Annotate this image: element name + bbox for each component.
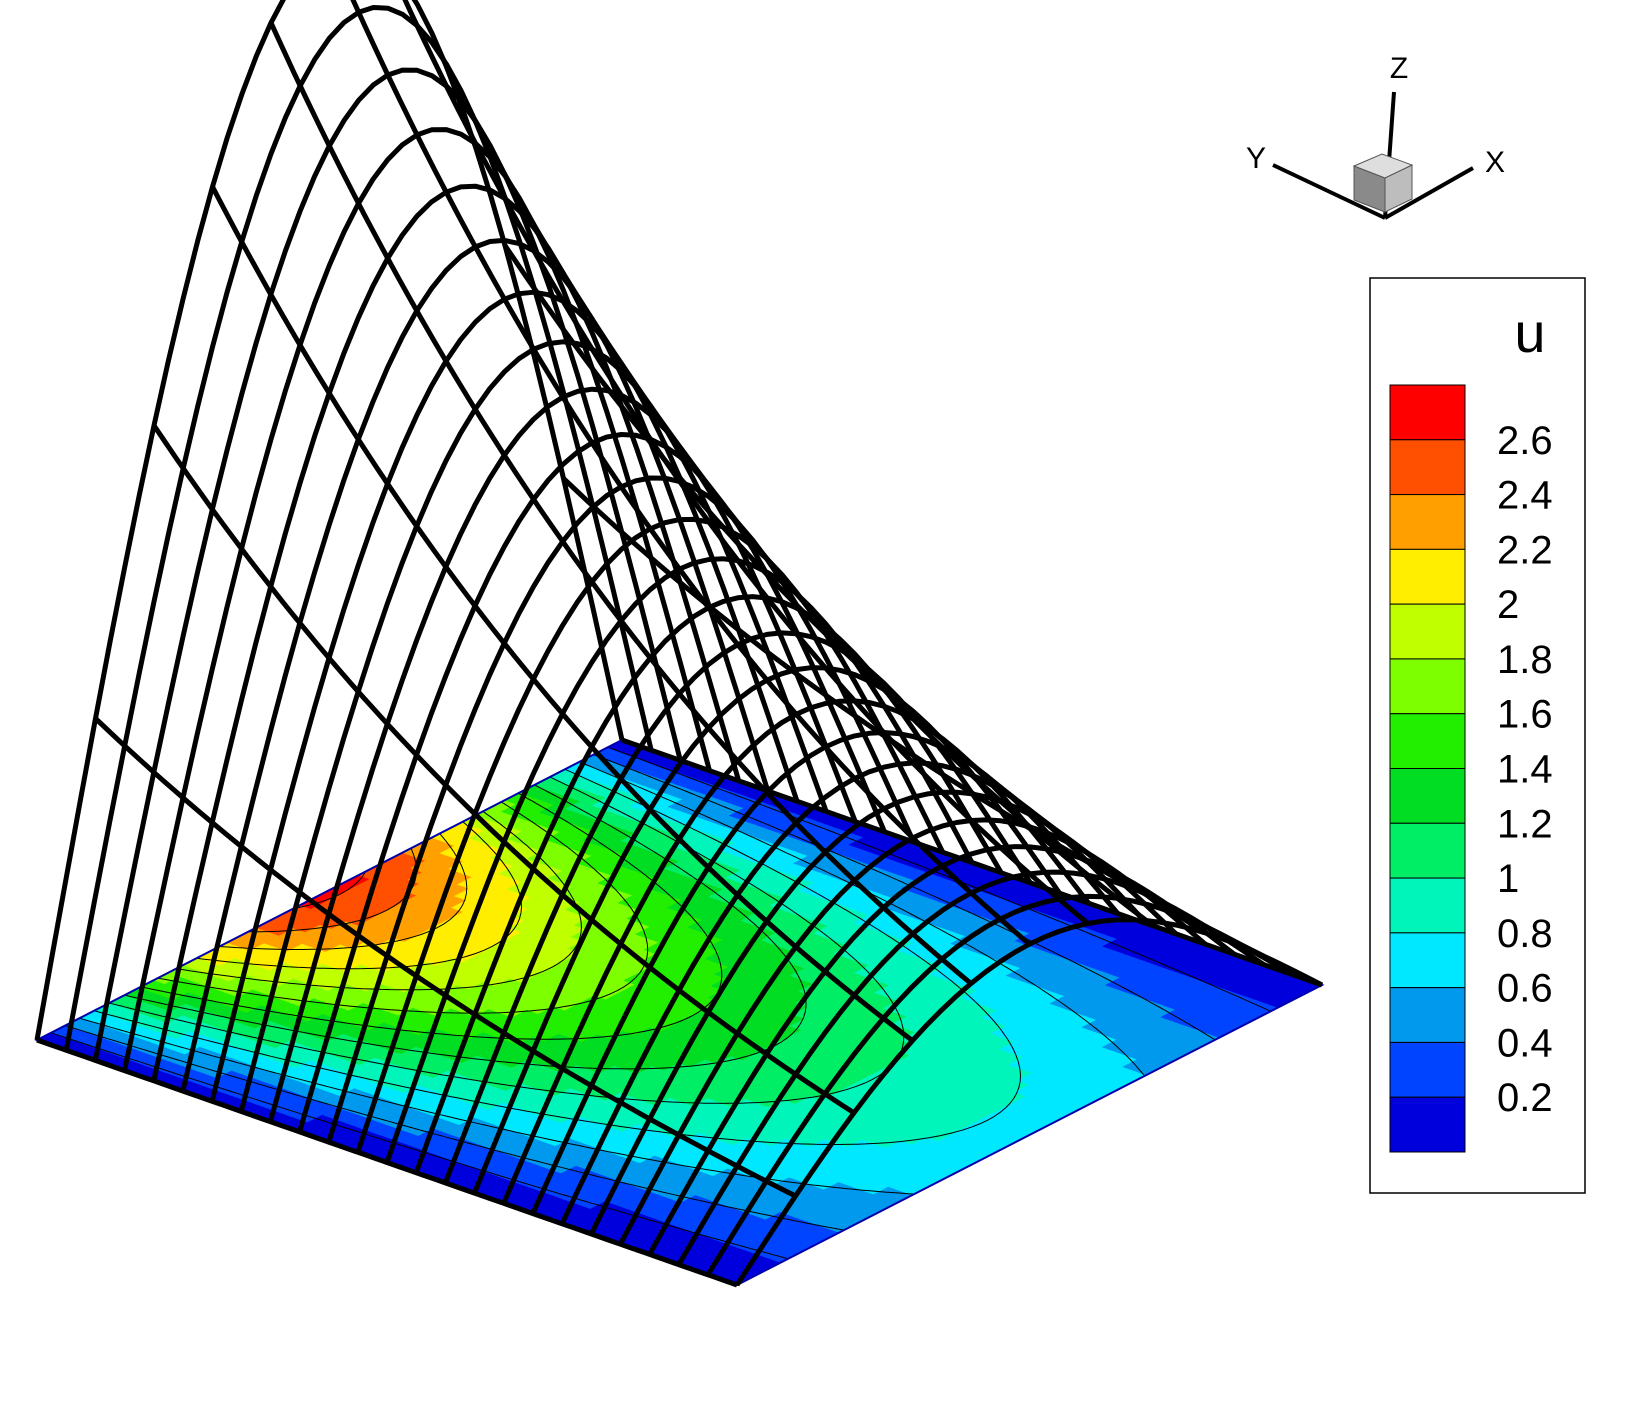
mesh-long-line	[561, 476, 1265, 959]
legend-title: u	[1514, 301, 1545, 364]
mesh-long-line	[502, 244, 1207, 935]
legend-label: 0.8	[1497, 912, 1553, 956]
legend-label: 1.6	[1497, 693, 1553, 737]
legend-swatch	[1389, 1096, 1466, 1153]
legend-label: 1.4	[1497, 748, 1553, 792]
mesh-long-line	[210, 185, 915, 1043]
triad-cube-top	[1352, 153, 1414, 179]
mesh-arch-line	[34, 0, 625, 1041]
legend-swatch	[1389, 494, 1466, 550]
legend-label: 0.2	[1497, 1076, 1553, 1120]
legend-swatch	[1389, 713, 1466, 770]
legend-swatch	[1389, 822, 1466, 879]
legend-swatch	[1389, 439, 1466, 496]
legend-swatch	[1389, 1041, 1466, 1098]
legend-swatch	[1389, 768, 1466, 824]
legend-label: 0.4	[1497, 1021, 1553, 1065]
legend-label: 1.8	[1497, 638, 1553, 682]
legend-labels: 2.6 2.4 2.2 2 1.8 1.6 1.4 1.2 1 0.8 0.6 0.4 0.2	[1497, 419, 1553, 1120]
mesh-long-line	[36, 1037, 738, 1288]
legend-label: 2	[1497, 583, 1519, 627]
legend-swatch	[1389, 603, 1466, 660]
triad-y-label: Y	[1246, 142, 1266, 175]
legend-swatch	[1389, 932, 1466, 989]
legend-swatch	[1389, 548, 1466, 605]
color-legend: u 2.6 2.4 2.2 2 1.8 1.6 1.4 1.2 1 0.8 0.6 0.4 0.2	[1369, 277, 1586, 1194]
wireframe-surface	[34, 0, 1324, 1288]
legend-label: 2.2	[1497, 528, 1553, 572]
legend-swatch	[1389, 877, 1466, 934]
legend-swatch	[1389, 384, 1466, 441]
mesh-long-line	[350, 0, 1032, 947]
mesh-long-line	[93, 716, 797, 1199]
legend-label: 1.2	[1497, 802, 1553, 846]
legend-label: 1	[1497, 857, 1519, 901]
legend-swatch	[1389, 987, 1466, 1043]
triad-x-label: X	[1485, 146, 1505, 179]
mesh-long-line	[402, 0, 1090, 926]
legend-label: 0.6	[1497, 967, 1553, 1011]
legend-label: 2.6	[1497, 419, 1553, 463]
mesh-long-line	[621, 737, 1323, 988]
legend-label: 2.4	[1497, 474, 1553, 518]
mesh-long-line	[151, 424, 856, 1115]
triad-z-label: Z	[1390, 52, 1408, 85]
x-axis-line	[1384, 166, 1474, 220]
mesh-long-line	[268, 21, 973, 986]
legend-swatch	[1389, 658, 1466, 715]
axes-triad: Z Y X	[1246, 52, 1505, 220]
legend-swatches	[1389, 384, 1466, 1153]
y-axis-line	[1272, 163, 1386, 220]
